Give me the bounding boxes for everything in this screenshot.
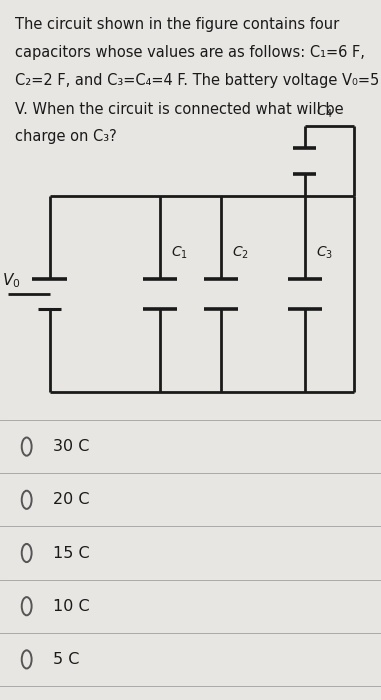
Text: $V_0$: $V_0$ [2, 272, 21, 290]
Text: $C_3$: $C_3$ [316, 245, 333, 261]
Text: V. When the circuit is connected what will be: V. When the circuit is connected what wi… [15, 102, 344, 116]
Text: $C_1$: $C_1$ [171, 245, 188, 261]
Text: 15 C: 15 C [53, 545, 90, 561]
Text: 30 C: 30 C [53, 439, 90, 454]
Text: 5 C: 5 C [53, 652, 80, 667]
Text: $C_2$: $C_2$ [232, 245, 249, 261]
Text: The circuit shown in the figure contains four: The circuit shown in the figure contains… [15, 18, 339, 32]
Text: 10 C: 10 C [53, 598, 90, 614]
Text: capacitors whose values are as follows: C₁=6 F,: capacitors whose values are as follows: … [15, 46, 365, 60]
Text: 20 C: 20 C [53, 492, 90, 508]
Text: $C_4$: $C_4$ [316, 104, 333, 120]
Text: C₂=2 F, and C₃=C₄=4 F. The battery voltage V₀=5: C₂=2 F, and C₃=C₄=4 F. The battery volta… [15, 74, 379, 88]
Text: charge on C₃?: charge on C₃? [15, 130, 117, 144]
